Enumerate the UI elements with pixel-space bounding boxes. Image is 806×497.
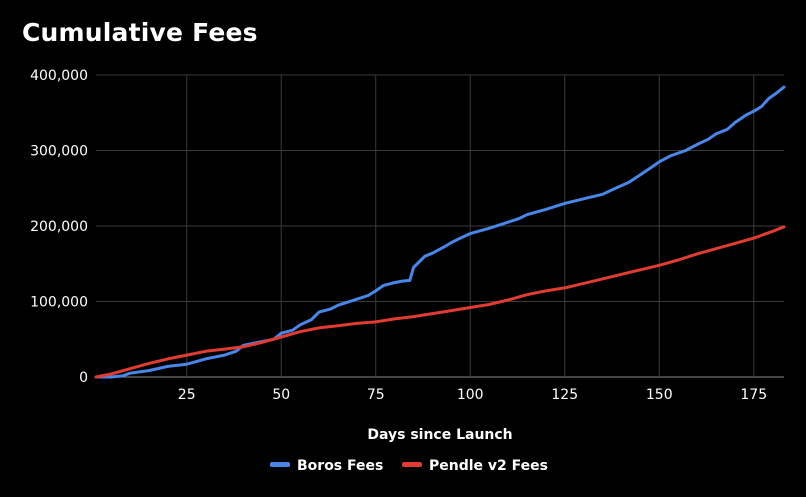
x-tick-label: 125 (551, 387, 578, 403)
x-axis-ticks: 25 50 75 100 125 150 175 (178, 387, 767, 403)
legend-label: Pendle v2 Fees (429, 458, 548, 474)
series-lines (94, 85, 786, 379)
y-tick-label: 0 (79, 370, 88, 386)
series-line-pendle-v2-fees (94, 225, 786, 379)
chart-title: Cumulative Fees (22, 18, 258, 47)
legend-label: Boros Fees (297, 458, 383, 474)
y-tick-label: 100,000 (30, 295, 88, 311)
x-tick-label: 100 (457, 387, 484, 403)
x-tick-label: 175 (740, 387, 767, 403)
x-tick-label: 150 (646, 387, 673, 403)
x-tick-label: 75 (367, 387, 385, 403)
legend-swatch (402, 462, 422, 467)
y-tick-label: 300,000 (30, 144, 88, 160)
x-tick-label: 25 (178, 387, 196, 403)
y-axis-ticks: 0 100,000 200,000 300,000 400,000 (30, 68, 88, 386)
y-tick-label: 200,000 (30, 219, 88, 235)
legend-swatch (270, 462, 290, 467)
series-line-boros-fees (94, 85, 786, 379)
legend: Boros Fees Pendle v2 Fees (270, 458, 548, 474)
grid (96, 74, 784, 378)
x-tick-label: 50 (272, 387, 290, 403)
y-tick-label: 400,000 (30, 68, 88, 84)
x-axis-label: Days since Launch (367, 427, 512, 443)
